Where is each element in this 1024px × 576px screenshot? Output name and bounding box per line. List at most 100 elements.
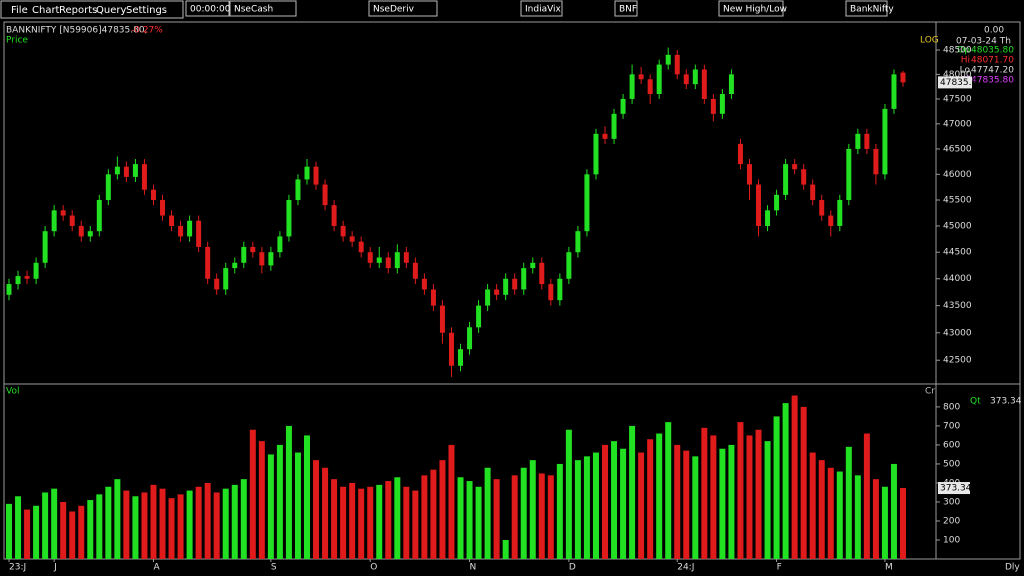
volume-bar	[349, 482, 356, 559]
volume-bar	[818, 460, 825, 559]
volume-bar	[285, 425, 292, 559]
volume-bar	[836, 471, 843, 559]
volume-bar	[267, 454, 274, 559]
volume-bar	[755, 429, 762, 559]
toolbar-label[interactable]: BNF	[619, 5, 637, 15]
volume-bar	[358, 488, 365, 559]
volume-bar	[881, 486, 888, 559]
volume-bar	[42, 492, 49, 559]
volume-bar	[222, 488, 229, 559]
volume-bar	[728, 444, 735, 559]
volume-bar	[448, 444, 455, 559]
toolbar-button[interactable]	[614, 0, 638, 17]
toolbar-label[interactable]: New High/Low	[723, 5, 787, 15]
volume-bar	[574, 460, 581, 559]
candle-body	[467, 327, 473, 350]
volume-bar	[719, 448, 726, 559]
candle-body	[160, 200, 166, 216]
menu-item[interactable]: Chart	[32, 5, 60, 16]
volume-bar	[611, 441, 618, 559]
candle-body	[566, 252, 572, 279]
toolbar-label[interactable]: BankNifty	[850, 5, 894, 15]
volume-bar	[556, 463, 563, 559]
menu-item[interactable]: Query	[96, 5, 126, 16]
toolbar-label[interactable]: 00:00:00	[190, 5, 231, 15]
volume-bar	[674, 444, 681, 559]
volume-bar	[475, 486, 482, 559]
candle-body	[665, 54, 671, 65]
volume-bar	[78, 505, 85, 559]
y-tick-label: 300	[943, 497, 960, 507]
candle-body	[792, 164, 798, 170]
volume-bar	[33, 505, 40, 559]
candle-body	[205, 246, 211, 279]
toolbar-label[interactable]: NseCash	[234, 5, 273, 15]
y-tick-label: 43500	[943, 301, 972, 311]
toolbar-button[interactable]	[845, 0, 888, 17]
candle-body	[548, 284, 554, 301]
volume-bar	[385, 481, 392, 559]
candle-body	[828, 215, 834, 226]
toolbar-button[interactable]	[520, 0, 563, 17]
toolbar-label[interactable]: IndiaVix	[525, 5, 562, 15]
info-label: Op	[957, 46, 970, 56]
volume-bar	[538, 473, 545, 559]
candle-body	[810, 184, 816, 201]
change-percent: -0.27%	[131, 26, 163, 36]
volume-bar	[430, 469, 437, 559]
toolbar-button[interactable]	[229, 0, 297, 17]
y-tick-label: 44000	[943, 274, 972, 284]
y-tick-label: 100	[943, 535, 960, 545]
candle-body	[178, 225, 184, 237]
candle-body	[69, 215, 75, 226]
volume-bar	[258, 441, 265, 559]
volume-bar	[638, 452, 645, 559]
volume-bar	[890, 463, 897, 559]
x-tick-label: 24:J	[677, 563, 694, 573]
candle-body	[458, 349, 464, 366]
volume-bar	[764, 441, 771, 559]
y-tick-label: 48000	[943, 70, 972, 80]
candle-body	[774, 194, 780, 211]
last-volume-tag	[938, 482, 970, 495]
menu-item[interactable]: File	[11, 5, 28, 16]
qt-value: 373.34	[990, 397, 1022, 407]
candle-body	[728, 74, 734, 95]
menu-item[interactable]: Reports	[59, 5, 97, 16]
candle-body	[214, 278, 220, 290]
toolbar-button[interactable]	[718, 0, 784, 17]
volume-bar	[249, 429, 256, 559]
volume-bar	[51, 488, 58, 559]
candle-body	[638, 74, 644, 80]
y-tick-label: 45500	[943, 196, 972, 206]
candle-body	[33, 262, 39, 279]
candle-body	[150, 189, 156, 201]
y-tick-label: 42500	[943, 356, 972, 366]
candle-body	[629, 74, 635, 99]
candle-body	[503, 278, 509, 295]
menu-item[interactable]: Settings	[126, 5, 167, 16]
volume-bar	[484, 467, 491, 559]
candle-body	[340, 225, 346, 237]
candle-body	[223, 268, 229, 290]
volume-bar	[240, 479, 247, 559]
candle-body	[765, 210, 771, 226]
toolbar-label[interactable]: NseDeriv	[373, 5, 415, 15]
y-tick-label: 600	[943, 440, 960, 450]
volume-bar	[114, 479, 121, 559]
volume-bar	[105, 486, 112, 559]
candle-body	[232, 262, 238, 269]
candle-body	[756, 184, 762, 226]
volume-bar	[313, 460, 320, 559]
y-tick-label: 44500	[943, 248, 972, 258]
y-tick-label: 48500	[943, 46, 972, 56]
toolbar-button[interactable]	[368, 0, 438, 17]
volume-bar	[809, 452, 816, 559]
volume-bar	[159, 488, 166, 559]
info-label: Lo	[960, 66, 971, 76]
candle-body	[42, 231, 48, 263]
toolbar-button[interactable]	[185, 0, 230, 17]
volume-bar	[547, 475, 554, 559]
candle-body	[494, 289, 500, 295]
